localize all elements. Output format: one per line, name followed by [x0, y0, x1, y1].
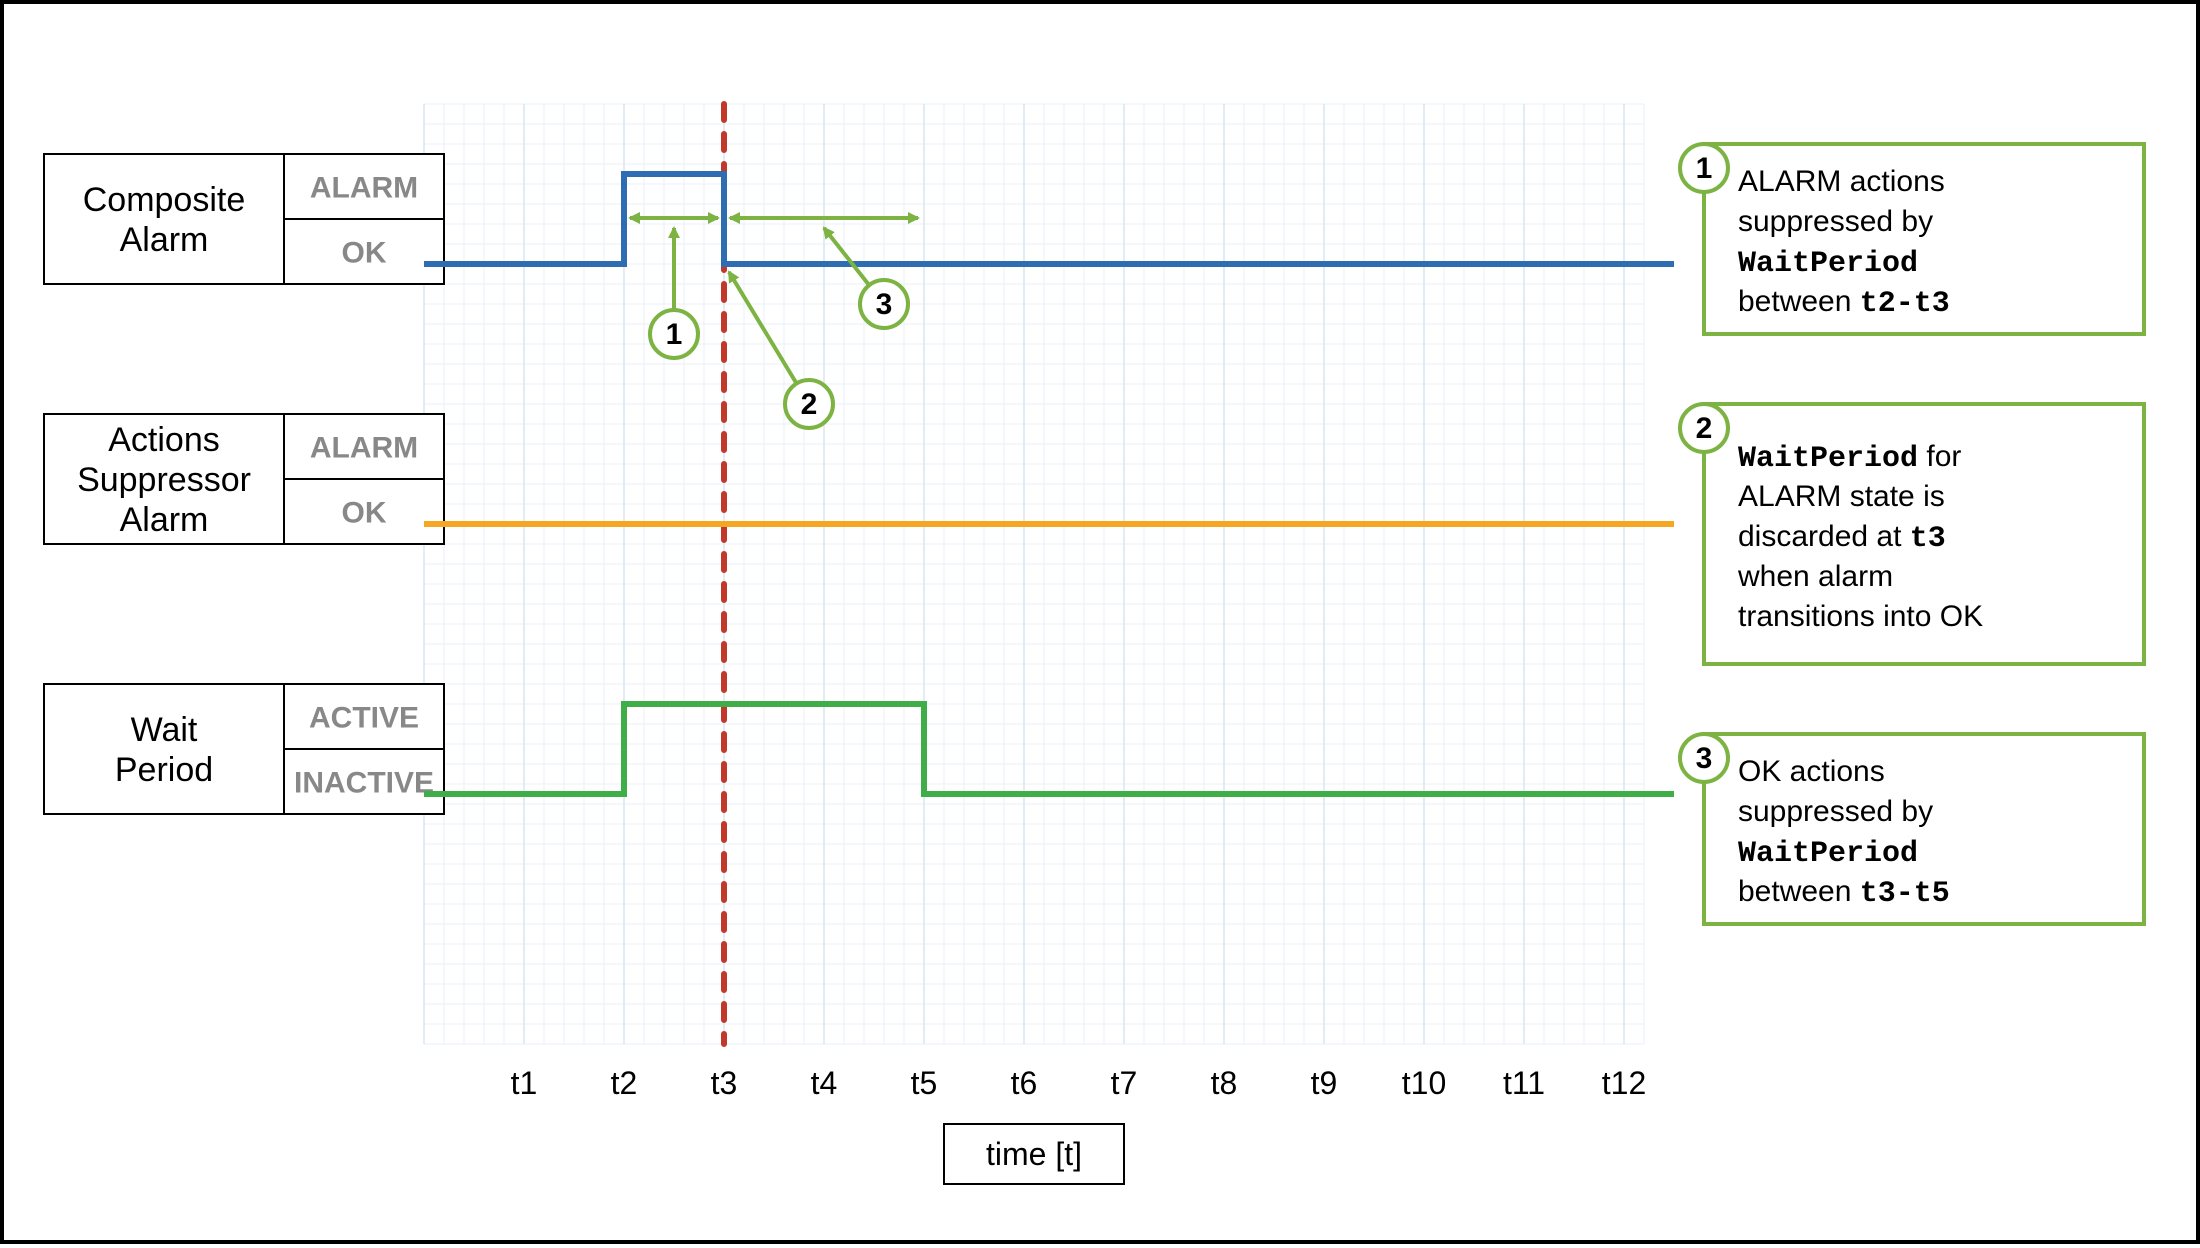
tick-label: t6 [1011, 1065, 1038, 1101]
legend-badge-num: 2 [1696, 412, 1713, 445]
row-title: Actions [108, 421, 220, 459]
state-label-low: OK [342, 497, 387, 530]
axis-title: time [t] [986, 1136, 1082, 1172]
legend-line: transitions into OK [1738, 600, 1983, 633]
legend-badge-num: 1 [1696, 152, 1713, 185]
diagram-frame: t1 t2 t3 t4 t5 t6 t7 t8 t9 t10 t11 t12 time [t] Compo… [0, 0, 2200, 1244]
row-title: Wait [131, 711, 198, 749]
tick-label: t7 [1111, 1065, 1138, 1101]
tick-label: t9 [1311, 1065, 1338, 1101]
state-label-high: ACTIVE [309, 702, 419, 735]
legend-line: WaitPeriod for [1738, 440, 1961, 476]
legend-line: WaitPeriod [1738, 837, 1918, 871]
tick-label: t10 [1402, 1065, 1446, 1101]
row-title: Alarm [120, 221, 209, 259]
tick-label: t3 [711, 1065, 738, 1101]
tick-label: t4 [811, 1065, 838, 1101]
state-label-high: ALARM [310, 432, 418, 465]
callout-number: 3 [876, 288, 893, 321]
legend-line: WaitPeriod [1738, 247, 1918, 281]
plot-area [424, 104, 1644, 1044]
legend-badge-num: 3 [1696, 742, 1713, 775]
row-title: Suppressor [77, 461, 251, 499]
row-title: Alarm [120, 501, 209, 539]
legend-line: between t2-t3 [1738, 285, 1950, 321]
legend-line: suppressed by [1738, 205, 1933, 238]
legend-line: between t3-t5 [1738, 875, 1950, 911]
tick-label: t12 [1602, 1065, 1646, 1101]
callout-number: 1 [666, 318, 683, 351]
row-title: Period [115, 751, 213, 789]
row-title-box [44, 154, 284, 284]
tick-label: t11 [1503, 1065, 1545, 1101]
diagram-svg: t1 t2 t3 t4 t5 t6 t7 t8 t9 t10 t11 t12 time [t] Compo… [4, 4, 2200, 1248]
row-title: Composite [83, 181, 246, 219]
legend-line: when alarm [1737, 560, 1893, 593]
legend-line: ALARM state is [1738, 480, 1945, 513]
state-label-low: OK [342, 237, 387, 270]
row-title-box [44, 684, 284, 814]
legend-line: OK actions [1738, 755, 1885, 788]
legend-line: ALARM actions [1738, 165, 1945, 198]
callout-number: 2 [801, 388, 818, 421]
state-label-high: ALARM [310, 172, 418, 205]
state-label-low: INACTIVE [294, 767, 434, 800]
tick-label: t2 [611, 1065, 638, 1101]
legend-line: discarded at t3 [1738, 520, 1946, 556]
tick-label: t1 [511, 1065, 538, 1101]
legend-line: suppressed by [1738, 795, 1933, 828]
tick-label: t8 [1211, 1065, 1238, 1101]
tick-label: t5 [911, 1065, 938, 1101]
